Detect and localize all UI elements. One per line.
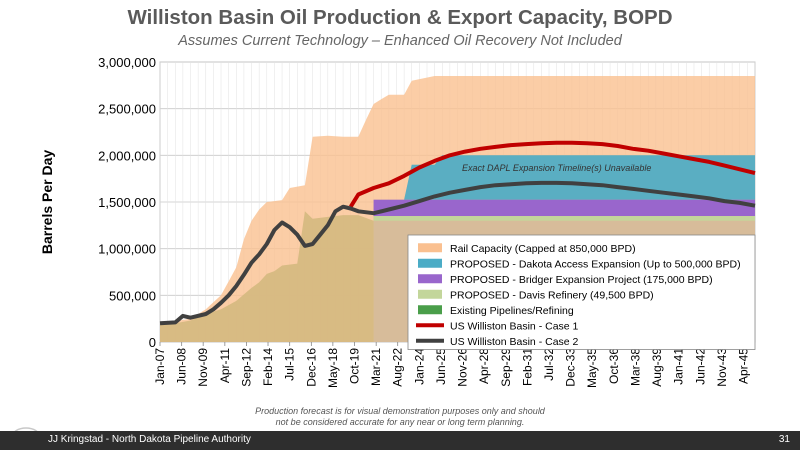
x-tick-label: Nov-09 [196,348,210,387]
chart-title: Williston Basin Oil Production & Export … [127,6,673,29]
x-tick-label: Jul-15 [283,348,297,381]
legend-label: US Williston Basin - Case 1 [450,320,579,332]
y-axis-label: Barrels Per Day [39,150,55,255]
x-tick-label: Jan-24 [412,348,426,385]
x-tick-label: Jan-07 [153,348,167,385]
x-tick-label: Oct-36 [607,348,621,384]
line-case-1 [349,140,756,208]
dapl-annotation: Exact DAPL Expansion Timeline(s) Unavail… [462,163,651,173]
x-tick-label: Aug-39 [650,348,664,387]
area-bridger-band [373,199,755,217]
x-tick-label: May-35 [585,348,599,388]
legend-swatch [418,305,442,315]
x-tick-label: Feb-14 [261,348,275,386]
footer-bar: JJ Kringstad - North Dakota Pipeline Aut… [0,431,800,450]
legend-swatch [418,258,442,268]
area-davis-band [373,216,755,221]
legend-swatch [418,289,442,299]
x-tick-label: Jul-32 [542,348,556,381]
y-tick-label: 1,000,000 [98,242,156,257]
x-tick-label: Aug-22 [391,348,405,387]
x-tick-label: Jun-08 [175,348,189,385]
legend-swatch [418,274,442,284]
legend-label: PROPOSED - Bridger Expansion Project (17… [450,274,713,286]
legend-label: Existing Pipelines/Refining [450,305,574,317]
forecast-footnote: Production forecast is for visual demons… [200,406,600,428]
legend-box [407,234,756,350]
y-tick-label: 2,000,000 [98,148,156,163]
x-tick-label: Oct-19 [348,348,362,384]
y-tick-label: 0 [149,335,156,350]
x-tick-label: Jun-42 [693,348,707,385]
y-tick-label: 3,000,000 [98,55,156,70]
x-tick-label: Dec-33 [564,348,578,387]
y-tick-label: 1,500,000 [98,195,156,210]
x-tick-label: Apr-45 [737,348,751,384]
x-tick-label: Sep-29 [499,348,513,387]
chart-svg: Exact DAPL Expansion Timeline(s) Unavail… [39,55,756,388]
legend-label: PROPOSED - Davis Refinery (49,500 BPD) [450,289,654,301]
x-tick-label: Nov-43 [715,348,729,387]
y-tick-label: 2,500,000 [98,102,156,117]
x-tick-label: Jun-25 [434,348,448,385]
page-number: 31 [778,434,790,445]
legend-label: US Williston Basin - Case 2 [450,336,579,348]
x-tick-label: Dec-16 [304,348,318,387]
x-tick-label: Nov-26 [456,348,470,387]
x-tick-label: Mar-21 [369,348,383,386]
x-tick-label: May-18 [326,348,340,388]
x-tick-label: Apr-28 [477,348,491,384]
legend-swatch [418,243,442,253]
footnote-line-1: Production forecast is for visual demons… [255,406,545,416]
chart-subtitle: Assumes Current Technology – Enhanced Oi… [178,33,622,49]
x-tick-label: Sep-12 [240,348,254,387]
legend: Rail Capacity (Capped at 850,000 BPD) PRO… [407,234,756,350]
y-tick-label: 500,000 [109,288,156,303]
x-tick-label: Mar-38 [629,348,643,386]
legend-label: Rail Capacity (Capped at 850,000 BPD) [450,243,636,255]
footnote-line-2: not be considered accurate for any near … [275,417,525,427]
line-case-2 [159,180,756,326]
footer-author: JJ Kringstad - North Dakota Pipeline Aut… [48,434,251,445]
legend-label: PROPOSED - Dakota Access Expansion (Up t… [450,258,741,270]
x-tick-label: Apr-11 [218,348,232,383]
x-tick-label: Jan-41 [672,348,686,385]
x-tick-label: Feb-31 [520,348,534,386]
